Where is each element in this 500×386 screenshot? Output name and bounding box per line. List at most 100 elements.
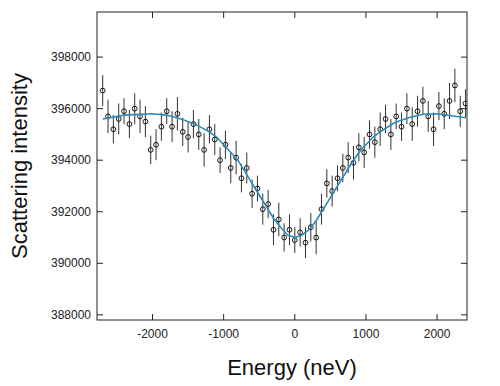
error-bar: [396, 103, 397, 129]
data-point: [276, 217, 281, 222]
error-bar: [204, 133, 205, 167]
error-bar: [246, 152, 247, 183]
error-bar: [182, 118, 183, 146]
data-point: [228, 166, 233, 171]
data-point: [186, 135, 191, 140]
error-bar: [161, 113, 162, 141]
error-bar: [412, 107, 413, 141]
error-bar: [422, 87, 423, 115]
data-point: [148, 147, 153, 152]
x-tick: [437, 12, 438, 18]
y-tick: [461, 160, 467, 161]
error-bar: [369, 120, 370, 148]
y-tick: [461, 57, 467, 58]
error-bar: [102, 75, 103, 106]
data-point: [388, 132, 393, 137]
error-bar: [214, 124, 215, 155]
data-point: [404, 106, 409, 111]
data-point: [314, 235, 319, 240]
y-axis-label: Scattering intensity: [7, 73, 32, 259]
y-tick-label: 392000: [51, 205, 91, 219]
data-point: [154, 142, 159, 147]
data-point: [356, 145, 361, 150]
error-bar: [268, 190, 269, 218]
error-bar: [113, 115, 114, 143]
error-bar: [406, 93, 407, 124]
data-point: [463, 101, 467, 106]
error-bar: [417, 96, 418, 127]
data-point: [132, 106, 137, 111]
x-tick-label: -1000: [208, 327, 239, 341]
data-point: [324, 181, 329, 186]
x-tick: [365, 12, 366, 18]
error-bar: [257, 176, 258, 202]
y-tick-label: 388000: [51, 308, 91, 322]
data-point: [159, 124, 164, 129]
y-tick: [461, 211, 467, 212]
x-tick: [152, 314, 153, 320]
data-point: [303, 240, 308, 245]
x-axis-label: Energy (neV): [227, 355, 357, 380]
data-point: [170, 124, 175, 129]
error-bar: [166, 98, 167, 124]
data-point: [453, 83, 458, 88]
error-bar: [449, 83, 450, 119]
error-bar: [108, 100, 109, 134]
error-bar: [444, 98, 445, 129]
x-tick: [437, 314, 438, 320]
data-point: [244, 166, 249, 171]
data-point: [122, 109, 127, 114]
error-bar: [321, 194, 322, 225]
error-bar: [390, 119, 391, 150]
y-tick: [97, 57, 103, 58]
error-bar: [124, 98, 125, 124]
data-point: [202, 147, 207, 152]
error-bar: [364, 137, 365, 168]
data-point: [367, 132, 372, 137]
y-tick: [97, 160, 103, 161]
error-bar: [326, 169, 327, 197]
data-point: [335, 176, 340, 181]
data-point: [447, 99, 452, 104]
error-bar: [156, 129, 157, 160]
data-point: [383, 117, 388, 122]
x-tick: [294, 12, 295, 18]
data-point: [127, 122, 132, 127]
plot-frame: [97, 12, 467, 320]
y-tick: [97, 263, 103, 264]
y-tick: [97, 314, 103, 315]
error-bar: [316, 221, 317, 255]
error-bar: [465, 89, 466, 117]
data-point: [410, 122, 415, 127]
data-point: [372, 140, 377, 145]
error-bar: [401, 113, 402, 141]
plot-area: [100, 69, 467, 258]
error-bar: [332, 176, 333, 207]
data-point: [431, 127, 436, 132]
data-point: [164, 109, 169, 114]
error-bar: [225, 131, 226, 159]
data-point: [196, 132, 201, 137]
data-point: [287, 227, 292, 232]
x-tick-label: 2000: [424, 327, 451, 341]
data-point: [100, 88, 105, 93]
data-point: [394, 114, 399, 119]
error-bar: [118, 103, 119, 134]
error-bar: [177, 97, 178, 131]
y-tick: [461, 263, 467, 264]
x-tick-label: 1000: [353, 327, 380, 341]
data-point: [111, 127, 116, 132]
data-point: [116, 117, 121, 122]
error-bar: [294, 227, 295, 253]
y-tick: [97, 211, 103, 212]
data-point: [180, 129, 185, 134]
error-bar: [262, 194, 263, 225]
data-point: [239, 176, 244, 181]
data-point: [292, 238, 297, 243]
error-bar: [220, 147, 221, 173]
data-point: [271, 227, 276, 232]
error-bar: [300, 218, 301, 246]
data-point: [420, 99, 425, 104]
error-bar: [278, 203, 279, 237]
error-bar: [438, 92, 439, 120]
